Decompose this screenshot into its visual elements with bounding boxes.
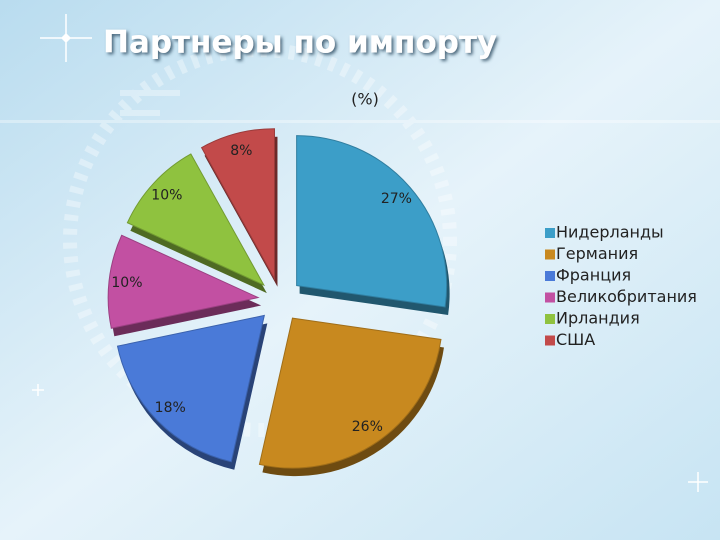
legend-label: Великобритания <box>556 287 697 306</box>
subtitle: (%) <box>351 90 379 109</box>
data-label: 8% <box>230 143 252 159</box>
legend-swatch <box>545 249 555 260</box>
slice <box>258 317 442 469</box>
data-label: 18% <box>155 400 186 416</box>
legend-swatch <box>545 228 555 238</box>
slice <box>116 314 265 463</box>
legend-label: США <box>556 330 595 349</box>
title: Партнеры по импорту <box>103 25 497 61</box>
sparkle <box>32 14 708 492</box>
legend-swatch <box>545 314 555 324</box>
slice <box>296 135 448 308</box>
slice <box>200 128 275 281</box>
legend-swatch <box>545 335 555 346</box>
slice <box>107 234 260 329</box>
legend-label: Нидерланды <box>556 223 664 242</box>
legend-label: Германия <box>556 244 638 263</box>
legend-label: Франция <box>556 266 631 285</box>
data-label: 27% <box>381 191 412 207</box>
legend-label: Ирландия <box>556 309 640 328</box>
legend-swatch <box>545 271 555 281</box>
legend-swatch <box>545 292 555 303</box>
data-label: 26% <box>352 419 383 435</box>
legend: Нидерланды Германия Франция Великобритания И… <box>545 223 697 349</box>
pie: 27% 26% 18% 10% 10% 8% <box>107 128 450 477</box>
slice <box>126 153 266 287</box>
data-label: 10% <box>151 188 182 204</box>
decoration <box>0 43 720 437</box>
data-label: 10% <box>111 275 142 291</box>
